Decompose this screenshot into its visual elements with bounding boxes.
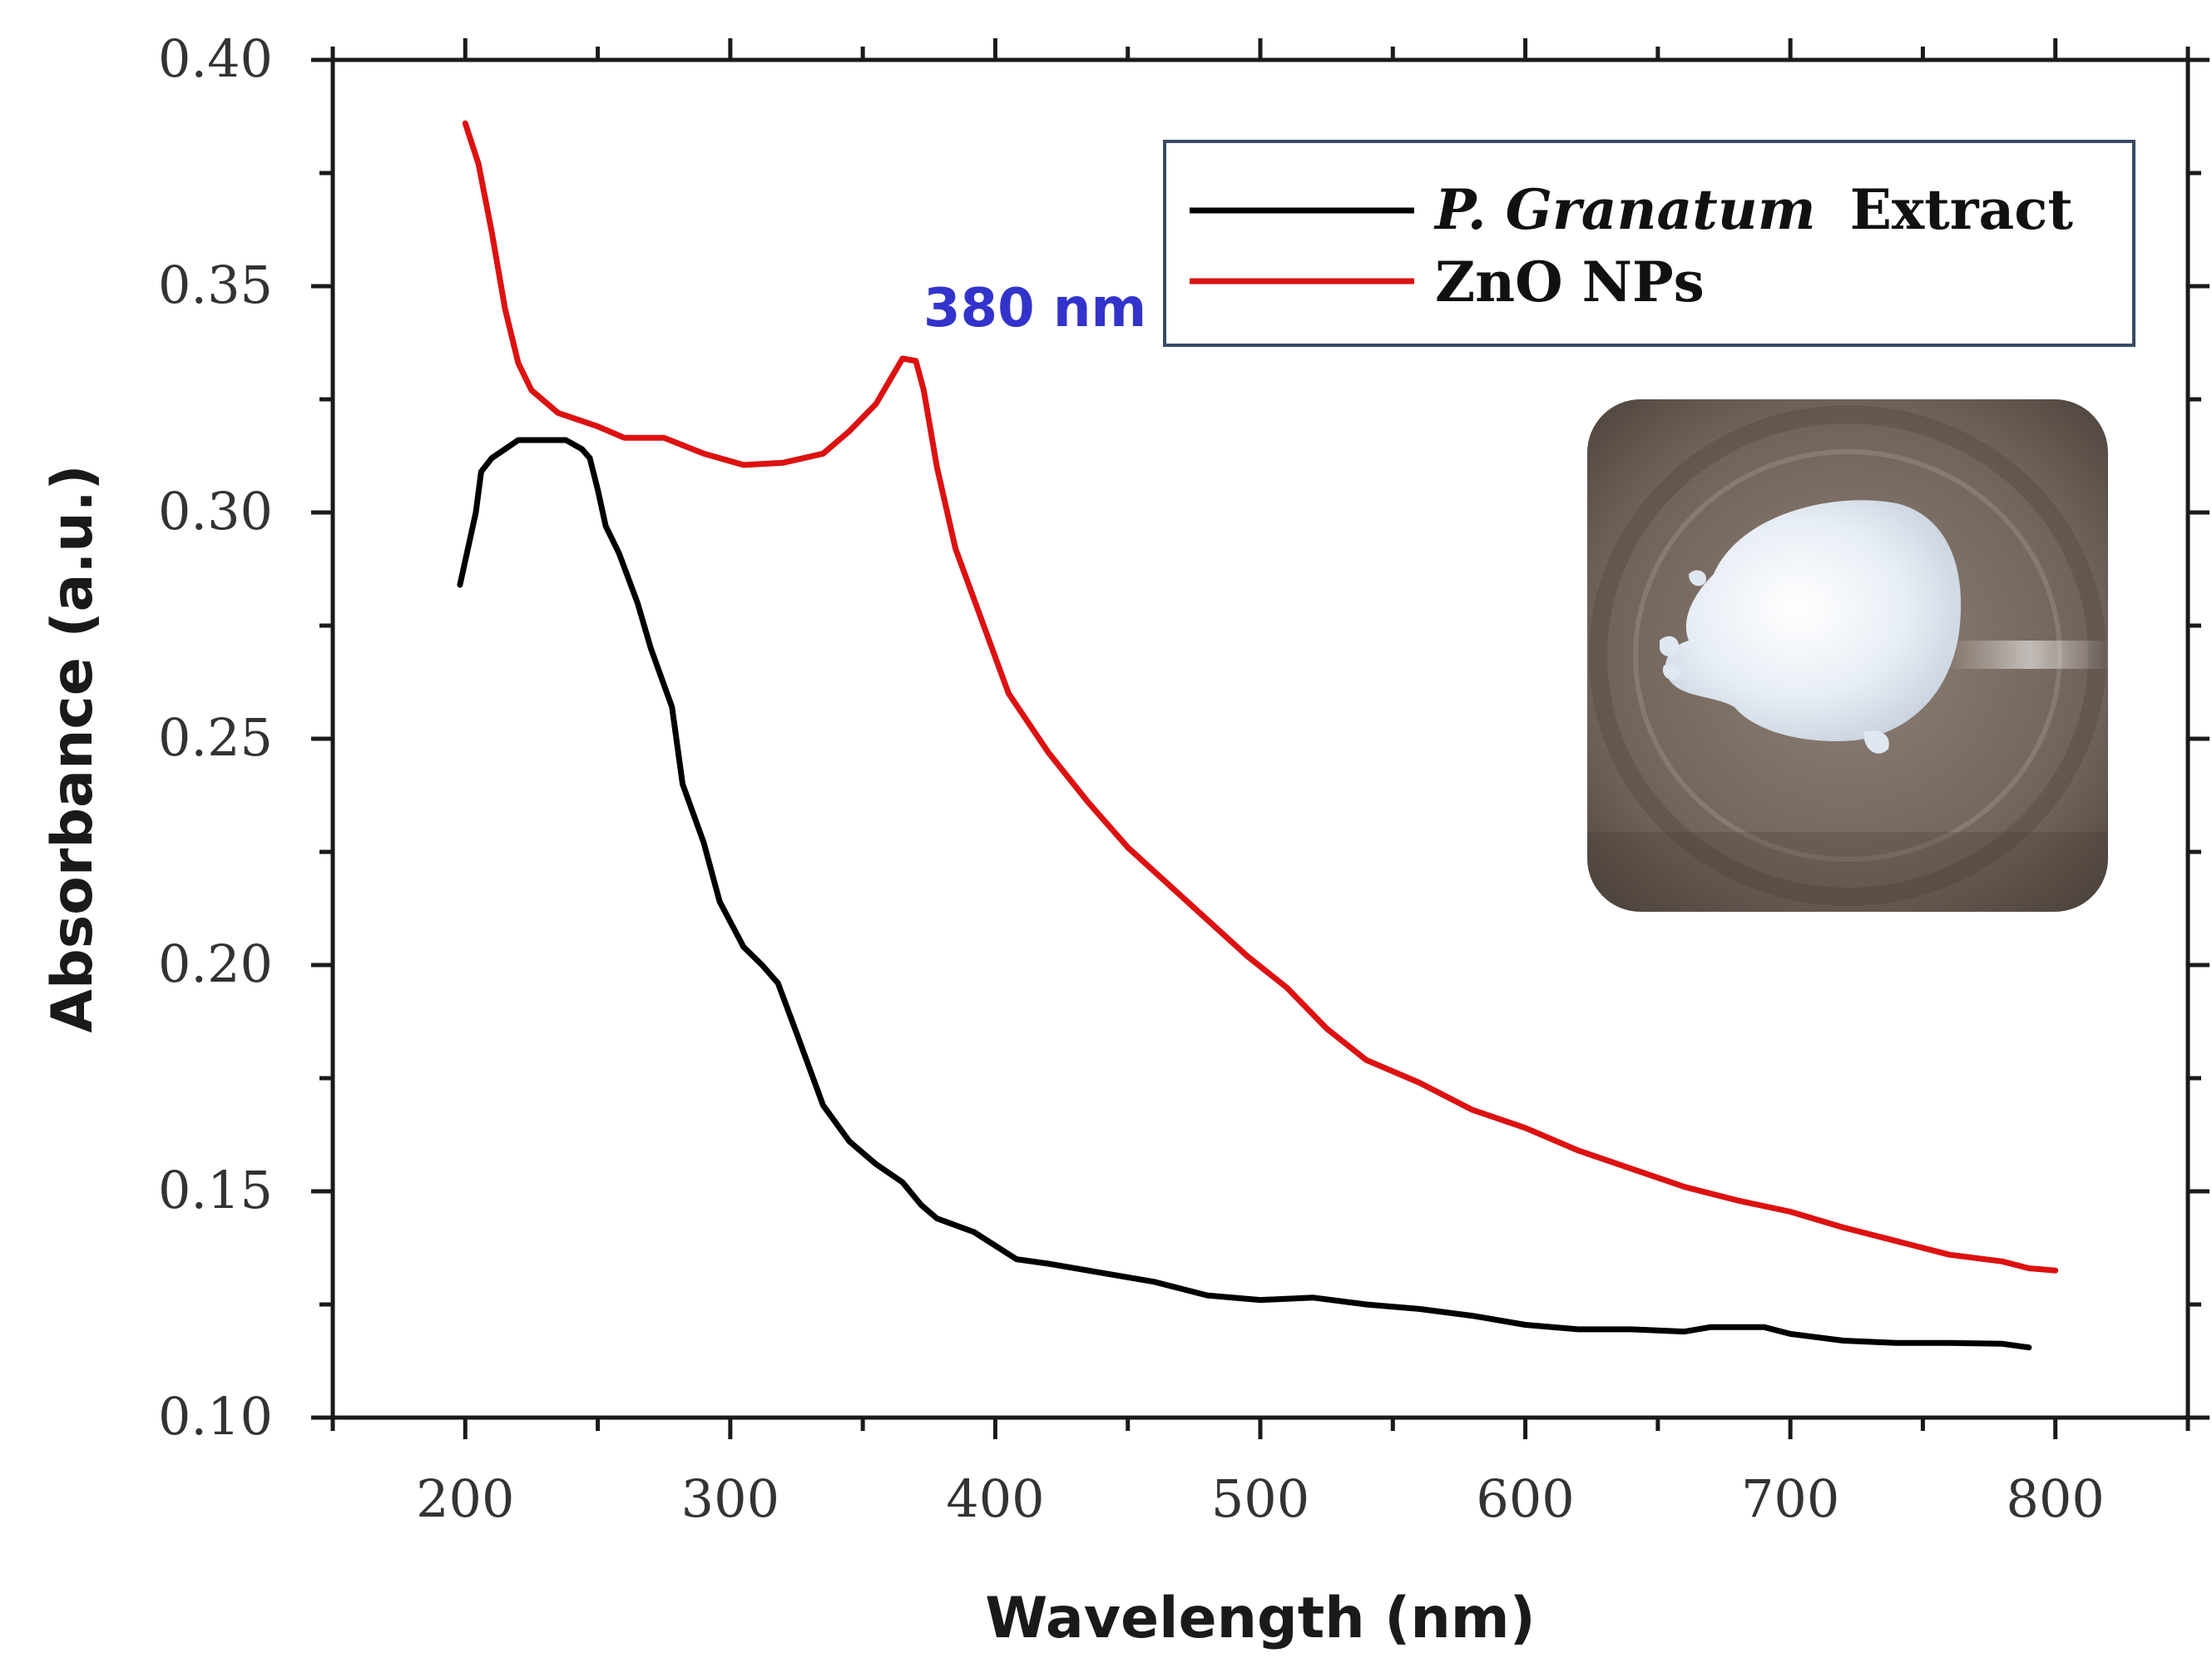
legend-label-pgranatum-extract: P. Granatum Extract <box>1433 177 2073 242</box>
x-tick-label-500: 500 <box>1211 1468 1309 1529</box>
series-line-zno-nps <box>462 120 2059 1274</box>
legend-label-species: P. Granatum <box>1433 177 1816 242</box>
y-tick-label-0.40: 0.40 <box>158 28 273 89</box>
y-tick-label-0.20: 0.20 <box>158 933 273 994</box>
zno-powder-flakes <box>1660 570 1889 754</box>
x-tick-label-800: 800 <box>2007 1468 2105 1529</box>
y-tick-label-0.25: 0.25 <box>158 707 273 768</box>
inset-photo-zno-powder <box>1587 399 2108 912</box>
y-tick-label-0.10: 0.10 <box>158 1386 273 1447</box>
legend-label-extract: Extract <box>1850 177 2074 242</box>
peak-annotation-380nm: 380 nm <box>923 278 1146 339</box>
y-axis-ticks <box>311 57 2210 1420</box>
x-axis-ticks <box>330 38 2190 1439</box>
x-tick-label-300: 300 <box>681 1468 779 1529</box>
x-tick-label-600: 600 <box>1476 1468 1574 1529</box>
zno-powder-pile <box>1665 500 1962 741</box>
y-axis-title: Absorbance (a.u.) <box>40 464 106 1032</box>
inset-bottom-shade <box>1587 832 2108 912</box>
series-line-pgranatum-extract <box>457 437 2032 1351</box>
x-tick-label-700: 700 <box>1741 1468 1839 1529</box>
x-tick-label-400: 400 <box>946 1468 1044 1529</box>
y-axis-tick-labels: 0.10 0.15 0.20 0.25 0.30 0.35 0.40 <box>158 28 273 1447</box>
x-axis-tick-labels: 200 300 400 500 600 700 800 <box>416 1468 2105 1529</box>
dish-glare <box>1947 641 2108 669</box>
legend: P. Granatum Extract ZnO NPs <box>1163 140 2135 347</box>
y-tick-label-0.35: 0.35 <box>158 255 273 315</box>
x-tick-label-200: 200 <box>416 1468 514 1529</box>
legend-label-zno-nps: ZnO NPs <box>1435 250 1705 314</box>
y-tick-label-0.30: 0.30 <box>158 481 273 542</box>
y-tick-label-0.15: 0.15 <box>158 1160 273 1220</box>
x-axis-title: Wavelength (nm) <box>985 1586 1535 1651</box>
legend-box <box>1163 140 2135 347</box>
